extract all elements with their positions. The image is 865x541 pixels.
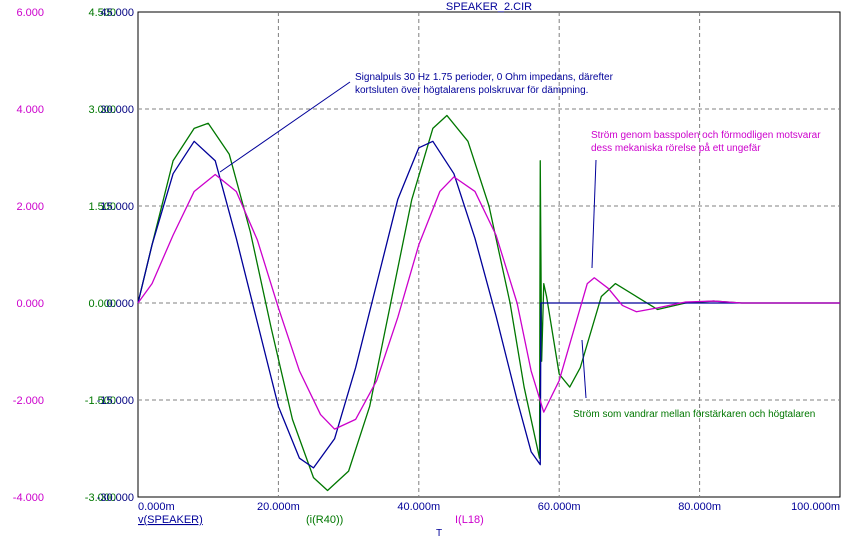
legend-i-l18: I(L18) bbox=[455, 514, 484, 526]
annotation-coil-line-1: Ström genom basspolen och förmodligen mo… bbox=[591, 130, 821, 141]
y-tick-label: 2.000 bbox=[16, 201, 44, 213]
legend-i-r40: (i(R40)) bbox=[306, 514, 343, 526]
x-tick-label: 40.000m bbox=[397, 501, 440, 513]
x-tick-label: 0.000m bbox=[138, 501, 175, 513]
y-tick-labels: 6.000 4.000 2.000 0.000 -2.000 -4.000 4.500 3.0… bbox=[13, 7, 134, 504]
y-tick-label: -15.000 bbox=[97, 395, 134, 407]
x-tick-label: 60.000m bbox=[538, 501, 581, 513]
legend-v-speaker: v(SPEAKER) bbox=[138, 514, 203, 526]
y-tick-label: 0.000 bbox=[106, 298, 134, 310]
y-tick-label: -3.000 bbox=[85, 492, 116, 504]
y-tick-label: 0.000 bbox=[88, 298, 116, 310]
x-axis-label: T bbox=[436, 528, 442, 539]
y-tick-label: -30.000 bbox=[97, 492, 134, 504]
leader-line-signal bbox=[219, 81, 351, 173]
x-tick-label: 100.000m bbox=[791, 501, 840, 513]
y-tick-label: -1.500 bbox=[85, 395, 116, 407]
x-tick-labels: 0.000m 20.000m 40.000m 60.000m 80.000m 100.00… bbox=[138, 501, 840, 513]
chart-title: SPEAKER_2.CIR bbox=[446, 1, 532, 13]
x-tick-label: 20.000m bbox=[257, 501, 300, 513]
series-group bbox=[137, 114, 840, 492]
x-tick-label: 80.000m bbox=[678, 501, 721, 513]
y-tick-label: 15.000 bbox=[100, 201, 134, 213]
annotation-coil-line-2: dess mekaniska rörelse på ett ungefär bbox=[591, 142, 761, 154]
plot-frame bbox=[137, 11, 841, 498]
y-tick-label: 0.000 bbox=[16, 298, 44, 310]
annotation-signal-line-1: Signalpuls 30 Hz 1.75 perioder, 0 Ohm im… bbox=[355, 72, 614, 83]
leader-line-amp bbox=[581, 339, 587, 399]
series-line bbox=[137, 114, 840, 492]
y-tick-label: -2.000 bbox=[13, 395, 44, 407]
annotation-amp-line-1: Ström som vandrar mellan förstärkaren oc… bbox=[573, 409, 815, 420]
y-tick-label: 4.000 bbox=[16, 104, 44, 116]
y-tick-label: 4.500 bbox=[88, 7, 116, 19]
y-tick-label: 3.000 bbox=[88, 104, 116, 116]
series-line bbox=[137, 173, 840, 430]
y-tick-label: 45.000 bbox=[100, 7, 134, 19]
annotation-leaders bbox=[219, 81, 597, 399]
y-tick-label: -4.000 bbox=[13, 492, 44, 504]
y-tick-label: 6.000 bbox=[16, 7, 44, 19]
leader-line-coil bbox=[591, 159, 597, 269]
y-tick-label: 1.500 bbox=[88, 201, 116, 213]
series-line bbox=[137, 140, 840, 469]
y-tick-label: 30.000 bbox=[100, 104, 134, 116]
annotation-signal-line-2: kortsluten över högtalarens polskruvar f… bbox=[355, 85, 588, 96]
